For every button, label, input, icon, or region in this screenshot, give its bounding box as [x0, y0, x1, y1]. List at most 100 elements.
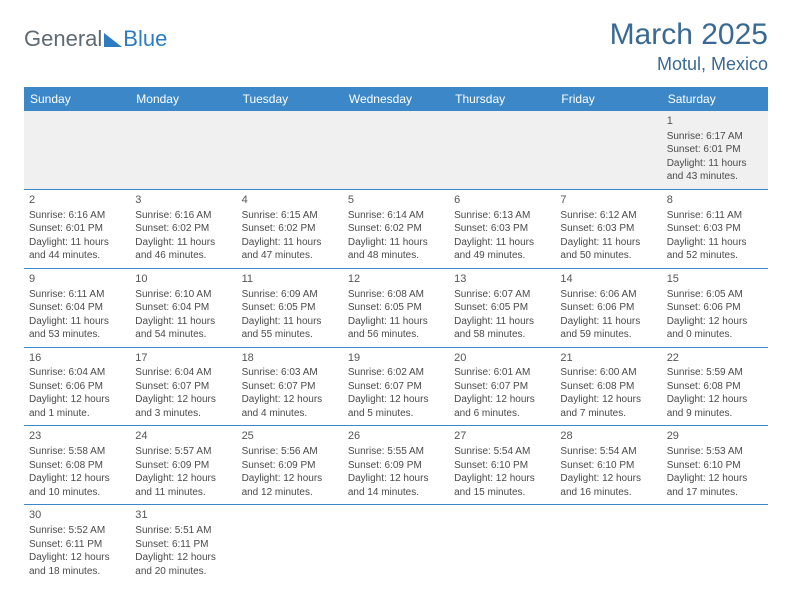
sunrise-line: Sunrise: 6:06 AM: [560, 288, 656, 302]
col-thursday: Thursday: [449, 87, 555, 111]
day-number: 21: [560, 351, 656, 366]
calendar-cell: 22Sunrise: 5:59 AMSunset: 6:08 PMDayligh…: [662, 347, 768, 426]
logo: GeneralBlue: [24, 18, 167, 52]
logo-text-genera: Genera: [24, 26, 97, 52]
sunset-line: Sunset: 6:07 PM: [454, 380, 550, 394]
location: Motul, Mexico: [610, 54, 768, 75]
sunrise-line: Sunrise: 6:12 AM: [560, 209, 656, 223]
calendar-cell: 12Sunrise: 6:08 AMSunset: 6:05 PMDayligh…: [343, 268, 449, 347]
sunset-line: Sunset: 6:05 PM: [454, 301, 550, 315]
daylight-line: Daylight: 12 hours and 15 minutes.: [454, 472, 550, 499]
daylight-line: Daylight: 11 hours and 54 minutes.: [135, 315, 231, 342]
sunrise-line: Sunrise: 6:11 AM: [29, 288, 125, 302]
day-number: 16: [29, 351, 125, 366]
day-number: 20: [454, 351, 550, 366]
sunrise-line: Sunrise: 5:58 AM: [29, 445, 125, 459]
daylight-line: Daylight: 11 hours and 47 minutes.: [242, 236, 338, 263]
daylight-line: Daylight: 12 hours and 5 minutes.: [348, 393, 444, 420]
daylight-line: Daylight: 11 hours and 46 minutes.: [135, 236, 231, 263]
calendar-cell: [237, 505, 343, 583]
sunset-line: Sunset: 6:03 PM: [560, 222, 656, 236]
daylight-line: Daylight: 12 hours and 17 minutes.: [667, 472, 763, 499]
calendar-row: 16Sunrise: 6:04 AMSunset: 6:06 PMDayligh…: [24, 347, 768, 426]
calendar-cell: 23Sunrise: 5:58 AMSunset: 6:08 PMDayligh…: [24, 426, 130, 505]
sunset-line: Sunset: 6:02 PM: [348, 222, 444, 236]
sunrise-line: Sunrise: 6:10 AM: [135, 288, 231, 302]
calendar-cell: 28Sunrise: 5:54 AMSunset: 6:10 PMDayligh…: [555, 426, 661, 505]
calendar-cell: 29Sunrise: 5:53 AMSunset: 6:10 PMDayligh…: [662, 426, 768, 505]
daylight-line: Daylight: 12 hours and 9 minutes.: [667, 393, 763, 420]
calendar-cell: 6Sunrise: 6:13 AMSunset: 6:03 PMDaylight…: [449, 189, 555, 268]
day-number: 6: [454, 193, 550, 208]
calendar-cell: 11Sunrise: 6:09 AMSunset: 6:05 PMDayligh…: [237, 268, 343, 347]
daylight-line: Daylight: 11 hours and 49 minutes.: [454, 236, 550, 263]
header-row: Sunday Monday Tuesday Wednesday Thursday…: [24, 87, 768, 111]
calendar-cell: 14Sunrise: 6:06 AMSunset: 6:06 PMDayligh…: [555, 268, 661, 347]
day-number: 15: [667, 272, 763, 287]
day-number: 19: [348, 351, 444, 366]
day-number: 13: [454, 272, 550, 287]
sunrise-line: Sunrise: 6:08 AM: [348, 288, 444, 302]
sunset-line: Sunset: 6:01 PM: [667, 143, 763, 157]
calendar-cell: 5Sunrise: 6:14 AMSunset: 6:02 PMDaylight…: [343, 189, 449, 268]
sunrise-line: Sunrise: 6:01 AM: [454, 366, 550, 380]
sunset-line: Sunset: 6:07 PM: [242, 380, 338, 394]
sunset-line: Sunset: 6:09 PM: [242, 459, 338, 473]
sunrise-line: Sunrise: 6:11 AM: [667, 209, 763, 223]
daylight-line: Daylight: 11 hours and 58 minutes.: [454, 315, 550, 342]
sunset-line: Sunset: 6:02 PM: [135, 222, 231, 236]
sunset-line: Sunset: 6:08 PM: [667, 380, 763, 394]
sunrise-line: Sunrise: 6:07 AM: [454, 288, 550, 302]
day-number: 23: [29, 429, 125, 444]
sunrise-line: Sunrise: 6:09 AM: [242, 288, 338, 302]
calendar-cell: 21Sunrise: 6:00 AMSunset: 6:08 PMDayligh…: [555, 347, 661, 426]
daylight-line: Daylight: 11 hours and 48 minutes.: [348, 236, 444, 263]
daylight-line: Daylight: 11 hours and 50 minutes.: [560, 236, 656, 263]
day-number: 24: [135, 429, 231, 444]
col-monday: Monday: [130, 87, 236, 111]
sunset-line: Sunset: 6:08 PM: [560, 380, 656, 394]
day-number: 12: [348, 272, 444, 287]
daylight-line: Daylight: 12 hours and 11 minutes.: [135, 472, 231, 499]
sunrise-line: Sunrise: 6:15 AM: [242, 209, 338, 223]
sunset-line: Sunset: 6:06 PM: [560, 301, 656, 315]
daylight-line: Daylight: 11 hours and 44 minutes.: [29, 236, 125, 263]
calendar-row: 23Sunrise: 5:58 AMSunset: 6:08 PMDayligh…: [24, 426, 768, 505]
day-number: 27: [454, 429, 550, 444]
calendar-cell: 20Sunrise: 6:01 AMSunset: 6:07 PMDayligh…: [449, 347, 555, 426]
title-block: March 2025 Motul, Mexico: [610, 18, 768, 75]
day-number: 7: [560, 193, 656, 208]
calendar-cell: 27Sunrise: 5:54 AMSunset: 6:10 PMDayligh…: [449, 426, 555, 505]
sunrise-line: Sunrise: 5:56 AM: [242, 445, 338, 459]
sunset-line: Sunset: 6:06 PM: [29, 380, 125, 394]
daylight-line: Daylight: 12 hours and 0 minutes.: [667, 315, 763, 342]
sunrise-line: Sunrise: 6:02 AM: [348, 366, 444, 380]
daylight-line: Daylight: 12 hours and 3 minutes.: [135, 393, 231, 420]
daylight-line: Daylight: 12 hours and 20 minutes.: [135, 551, 231, 578]
sunrise-line: Sunrise: 6:16 AM: [29, 209, 125, 223]
calendar-cell: 16Sunrise: 6:04 AMSunset: 6:06 PMDayligh…: [24, 347, 130, 426]
calendar-cell: 19Sunrise: 6:02 AMSunset: 6:07 PMDayligh…: [343, 347, 449, 426]
day-number: 11: [242, 272, 338, 287]
sunrise-line: Sunrise: 6:14 AM: [348, 209, 444, 223]
calendar-cell: [555, 111, 661, 189]
calendar-cell: 15Sunrise: 6:05 AMSunset: 6:06 PMDayligh…: [662, 268, 768, 347]
calendar-cell: 4Sunrise: 6:15 AMSunset: 6:02 PMDaylight…: [237, 189, 343, 268]
daylight-line: Daylight: 12 hours and 16 minutes.: [560, 472, 656, 499]
calendar-cell: [343, 111, 449, 189]
daylight-line: Daylight: 11 hours and 59 minutes.: [560, 315, 656, 342]
daylight-line: Daylight: 12 hours and 14 minutes.: [348, 472, 444, 499]
calendar-cell: 10Sunrise: 6:10 AMSunset: 6:04 PMDayligh…: [130, 268, 236, 347]
calendar-cell: 17Sunrise: 6:04 AMSunset: 6:07 PMDayligh…: [130, 347, 236, 426]
calendar-row: 9Sunrise: 6:11 AMSunset: 6:04 PMDaylight…: [24, 268, 768, 347]
day-number: 2: [29, 193, 125, 208]
sunset-line: Sunset: 6:04 PM: [29, 301, 125, 315]
daylight-line: Daylight: 11 hours and 56 minutes.: [348, 315, 444, 342]
day-number: 10: [135, 272, 231, 287]
sunrise-line: Sunrise: 5:54 AM: [454, 445, 550, 459]
sunrise-line: Sunrise: 5:59 AM: [667, 366, 763, 380]
daylight-line: Daylight: 11 hours and 43 minutes.: [667, 157, 763, 184]
day-number: 22: [667, 351, 763, 366]
sunset-line: Sunset: 6:07 PM: [135, 380, 231, 394]
calendar-cell: 7Sunrise: 6:12 AMSunset: 6:03 PMDaylight…: [555, 189, 661, 268]
